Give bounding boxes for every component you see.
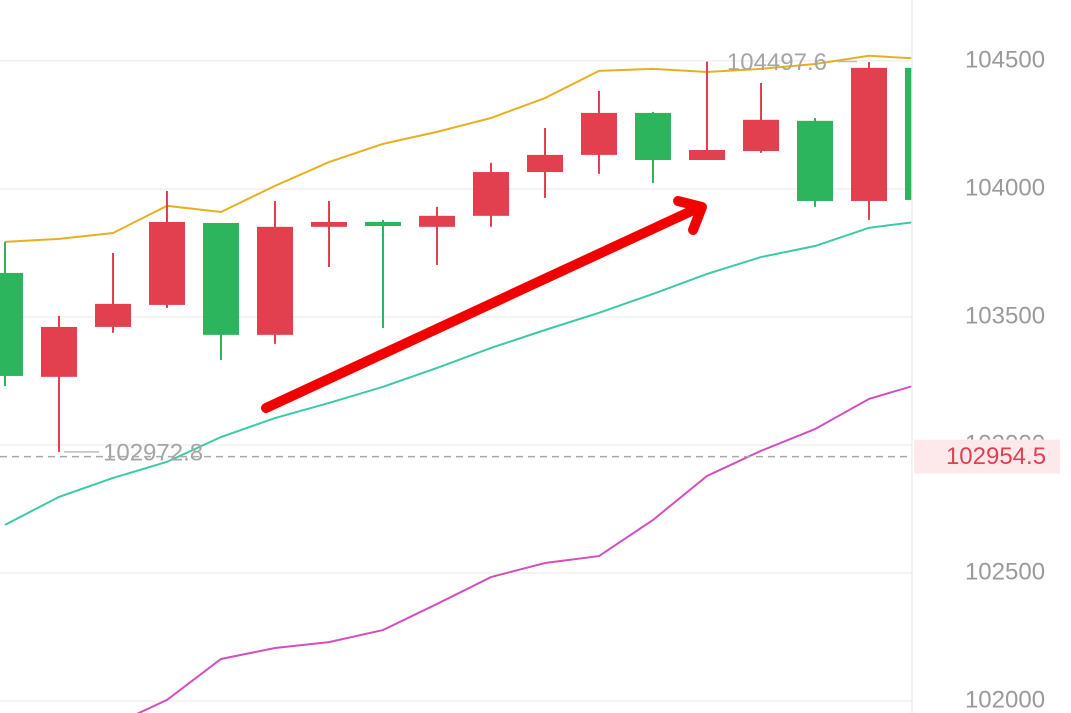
candle-body [0,272,23,376]
last-price-box [914,439,1060,474]
max-marker-label: 104497.6 [727,49,827,76]
y-axis: 102000102500103000103500104000104500 [965,46,1045,713]
min-marker-label: 102972.8 [103,439,203,466]
candle-body [149,221,185,305]
candle-body [203,222,239,335]
grid [0,60,912,702]
candle-body [257,226,293,335]
trend-arrow [261,196,707,413]
candle-body [797,120,833,201]
y-tick-label: 102000 [965,686,1045,713]
candle-body [527,154,563,173]
y-tick-label: 102500 [965,558,1045,585]
y-tick-label: 103500 [965,302,1045,329]
candle-body [743,119,779,152]
y-tick-label: 104500 [965,46,1045,73]
candle-body [365,221,401,227]
candle-body [419,215,455,227]
candle-body [95,303,131,327]
candle-body [905,67,912,200]
candle-body [581,112,617,155]
last-price-label: 102954.5 [946,443,1046,470]
plot-area [0,54,912,713]
overlay-line [136,385,912,713]
candle-body [689,150,725,161]
candle-body [41,326,77,377]
candle-body [851,67,887,201]
overlay-line [4,54,912,243]
overlay-line [4,221,912,526]
candle-body [311,221,347,227]
y-tick-label: 104000 [965,174,1045,201]
candle-body [635,112,671,161]
candle-body [473,172,509,216]
